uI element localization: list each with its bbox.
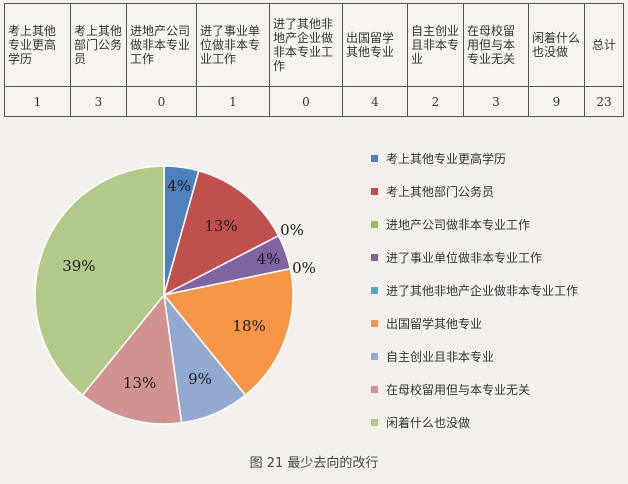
- slice-label: 13%: [204, 217, 237, 235]
- slice-label: 39%: [62, 257, 95, 275]
- slice-label: 0%: [280, 221, 304, 239]
- slice-label: 13%: [123, 374, 156, 392]
- legend-swatch: [371, 188, 378, 195]
- legend-label: 进了其他非地产企业做非本专业工作: [386, 283, 578, 298]
- chart-caption: 图 21 最少去向的改行: [249, 456, 379, 471]
- table-value-row: 1 3 0 1 0 4 2 3 9 23: [4, 86, 624, 117]
- table-header-cell: 进了事业单位做非本专业工作: [196, 3, 270, 87]
- table-header-cell: 闲着什么也没做: [528, 3, 585, 87]
- legend-label: 闲着什么也没做: [386, 415, 470, 430]
- table-value-cell: 3: [463, 86, 529, 117]
- slice-label: 9%: [188, 370, 212, 388]
- table-value-cell: 3: [70, 86, 127, 117]
- legend-label: 考上其他专业更高学历: [386, 151, 506, 166]
- legend-swatch: [371, 419, 378, 426]
- legend-swatch: [371, 386, 378, 393]
- table-value-cell: 0: [269, 86, 343, 117]
- slice-label: 18%: [232, 317, 265, 335]
- table-value-cell: 23: [584, 86, 624, 117]
- table-header-cell: 考上其他部门公务员: [70, 3, 127, 87]
- table-header-cell: 自主创业且非本专业: [407, 3, 464, 87]
- legend-label: 出国留学其他专业: [386, 316, 482, 331]
- legend-label: 自主创业且非本专业: [386, 349, 494, 364]
- pie-slice: [162, 267, 294, 397]
- slice-label: 4%: [257, 250, 281, 268]
- table-value-cell: 1: [196, 86, 270, 117]
- slice-label: 0%: [292, 259, 316, 277]
- legend-swatch: [371, 155, 378, 162]
- legend-swatch: [371, 353, 378, 360]
- legend-swatch: [371, 254, 378, 261]
- table-value-cell: 4: [342, 86, 408, 117]
- table-header-cell: 进地产公司做非本专业工作: [126, 3, 197, 87]
- legend-label: 进了事业单位做非本专业工作: [386, 250, 542, 265]
- legend-label: 在母校留用但与本专业无关: [386, 382, 530, 397]
- table-header-cell: 在母校留用但与本专业无关: [463, 3, 529, 87]
- pie-slice: [81, 293, 183, 425]
- table-header-cell: 出国留学其他专业: [342, 3, 408, 87]
- legend-label: 考上其他部门公务员: [386, 184, 494, 199]
- pie-slice: [162, 169, 280, 297]
- table-value-cell: 2: [407, 86, 464, 117]
- legend-swatch: [371, 287, 378, 294]
- table-header-row: 考上其他专业更高学历 考上其他部门公务员 进地产公司做非本专业工作 进了事业单位…: [4, 3, 624, 87]
- table-header-cell: 总计: [584, 3, 624, 87]
- pie-slice: [34, 165, 165, 397]
- legend-label: 进地产公司做非本专业工作: [386, 217, 530, 232]
- summary-table: 考上其他专业更高学历 考上其他部门公务员 进地产公司做非本专业工作 进了事业单位…: [4, 3, 624, 117]
- table-value-cell: 0: [126, 86, 197, 117]
- legend-swatch: [371, 320, 378, 327]
- slice-label: 4%: [167, 177, 191, 195]
- table-header-cell: 考上其他专业更高学历: [4, 3, 71, 87]
- legend-swatch: [371, 221, 378, 228]
